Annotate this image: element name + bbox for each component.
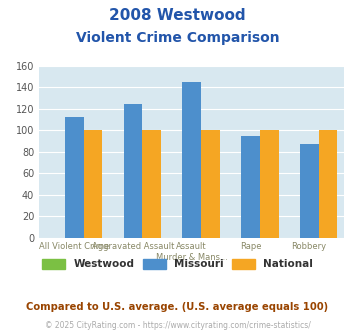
Bar [201,130,220,238]
Bar [300,144,318,238]
Text: © 2025 CityRating.com - https://www.cityrating.com/crime-statistics/: © 2025 CityRating.com - https://www.city… [45,321,310,330]
Bar [142,130,161,238]
Legend: Westwood, Missouri, National: Westwood, Missouri, National [38,255,317,274]
Bar [260,130,279,238]
Text: 2008 Westwood: 2008 Westwood [109,8,246,23]
Text: Compared to U.S. average. (U.S. average equals 100): Compared to U.S. average. (U.S. average … [26,302,329,312]
Bar [84,130,103,238]
Bar [241,136,260,238]
Bar [318,130,337,238]
Bar [124,104,142,238]
Bar [182,82,201,238]
Bar [65,117,84,238]
Text: Violent Crime Comparison: Violent Crime Comparison [76,31,279,45]
